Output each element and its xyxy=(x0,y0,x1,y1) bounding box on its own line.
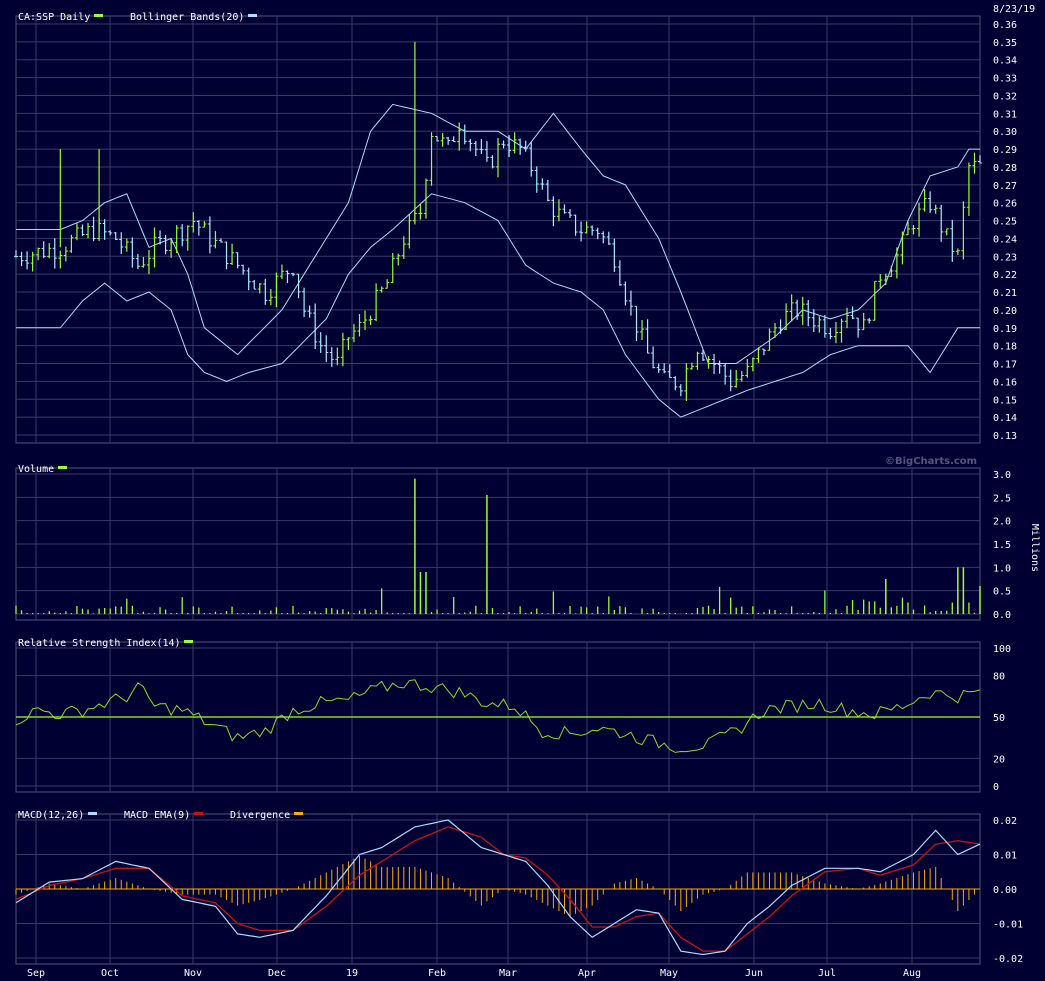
price-tick-19: 0.17 xyxy=(993,360,1017,371)
price-tick-2: 0.34 xyxy=(993,56,1017,67)
price-tick-13: 0.23 xyxy=(993,252,1017,263)
macd-signal-line xyxy=(15,826,981,952)
price-legend-swatch-1 xyxy=(248,14,257,17)
macd-legend-swatch-2 xyxy=(294,812,303,815)
month-label-1: Oct xyxy=(101,968,119,979)
month-axis: Sep Oct Nov Dec 19 Feb Mar Apr May Jun Jul Aug xyxy=(27,968,921,979)
price-tick-14: 0.22 xyxy=(993,270,1017,281)
price-tick-22: 0.14 xyxy=(993,413,1017,424)
volume-axis-label: Millions xyxy=(1029,524,1040,572)
volume-tick-2: 2.0 xyxy=(993,517,1011,528)
rsi-tick-2: 50 xyxy=(993,713,1005,724)
month-label-6: Mar xyxy=(499,968,517,979)
month-label-8: May xyxy=(660,968,678,979)
volume-legend-swatch-0 xyxy=(58,466,67,469)
price-tick-18: 0.18 xyxy=(993,342,1017,353)
price-tick-5: 0.31 xyxy=(993,109,1017,120)
price-tick-20: 0.16 xyxy=(993,377,1017,388)
month-label-5: Feb xyxy=(428,968,446,979)
price-tick-16: 0.20 xyxy=(993,306,1017,317)
rsi-tick-0: 100 xyxy=(993,644,1011,655)
rsi-legend-swatch-0 xyxy=(184,640,193,643)
macd-tick-3: -0.01 xyxy=(993,920,1023,931)
rsi-line xyxy=(15,679,981,753)
volume-legend-label-0: Volume xyxy=(18,464,54,475)
macd-panel: MACD(12,26) MACD EMA(9) Divergence 0.02 0.01… xyxy=(15,810,1023,965)
macd-legend-swatch-1 xyxy=(194,812,203,815)
macd-tick-2: 0.00 xyxy=(993,885,1017,896)
date-label: 8/23/19 xyxy=(993,4,1035,15)
month-label-0: Sep xyxy=(27,968,45,979)
price-legend-label-1: Bollinger Bands(20) xyxy=(130,12,244,23)
rsi-legend-label-0: Relative Strength Index(14) xyxy=(18,638,181,649)
month-label-9: Jun xyxy=(745,968,763,979)
macd-tick-4: -0.02 xyxy=(993,954,1023,965)
volume-tick-0: 3.0 xyxy=(993,470,1011,481)
price-tick-0: 0.36 xyxy=(993,20,1017,31)
volume-tick-6: 0.0 xyxy=(993,610,1011,621)
price-tick-9: 0.27 xyxy=(993,181,1017,192)
month-label-7: Apr xyxy=(578,968,596,979)
macd-legend-label-1: MACD EMA(9) xyxy=(124,810,190,821)
price-tick-15: 0.21 xyxy=(993,288,1017,299)
price-tick-17: 0.19 xyxy=(993,324,1017,335)
price-tick-3: 0.33 xyxy=(993,74,1017,85)
month-label-2: Nov xyxy=(184,968,202,979)
macd-legend-label-2: Divergence xyxy=(230,810,290,821)
lower-bollinger-band xyxy=(16,193,980,418)
volume-tick-1: 2.5 xyxy=(993,493,1011,504)
volume-tick-5: 0.5 xyxy=(993,587,1011,598)
price-panel: CA:SSP Daily Bollinger Bands(20) 0.36 0.35 0… xyxy=(14,12,1017,444)
macd-legend-label-0: MACD(12,26) xyxy=(18,810,84,821)
volume-panel: Volume 3.0 2.5 2.0 1.5 1.0 0.5 0.0 Millions xyxy=(15,464,1040,621)
price-tick-23: 0.13 xyxy=(993,431,1017,442)
price-tick-8: 0.28 xyxy=(993,163,1017,174)
volume-tick-3: 1.5 xyxy=(993,540,1011,551)
macd-tick-1: 0.01 xyxy=(993,851,1017,862)
rsi-tick-1: 80 xyxy=(993,672,1005,683)
macd-legend-swatch-0 xyxy=(88,812,97,815)
price-tick-10: 0.26 xyxy=(993,199,1017,210)
rsi-tick-3: 20 xyxy=(993,754,1005,765)
month-label-10: Jul xyxy=(818,968,836,979)
month-label-4: 19 xyxy=(346,968,358,979)
rsi-panel: Relative Strength Index(14) 100 80 50 20 0 xyxy=(15,638,1011,793)
price-tick-6: 0.30 xyxy=(993,127,1017,138)
price-legend-swatch-0 xyxy=(94,14,103,17)
price-tick-7: 0.29 xyxy=(993,145,1017,156)
price-tick-21: 0.15 xyxy=(993,395,1017,406)
price-legend-label-0: CA:SSP Daily xyxy=(18,12,90,23)
macd-tick-0: 0.02 xyxy=(993,816,1017,827)
month-label-3: Dec xyxy=(268,968,286,979)
month-label-11: Aug xyxy=(903,968,921,979)
volume-tick-4: 1.0 xyxy=(993,563,1011,574)
macd-line xyxy=(15,819,981,956)
price-tick-12: 0.24 xyxy=(993,234,1017,245)
price-tick-11: 0.25 xyxy=(993,217,1017,228)
rsi-tick-4: 0 xyxy=(993,782,999,793)
price-tick-1: 0.35 xyxy=(993,38,1017,49)
watermark: ©BigCharts.com xyxy=(885,456,977,467)
price-tick-4: 0.32 xyxy=(993,91,1017,102)
